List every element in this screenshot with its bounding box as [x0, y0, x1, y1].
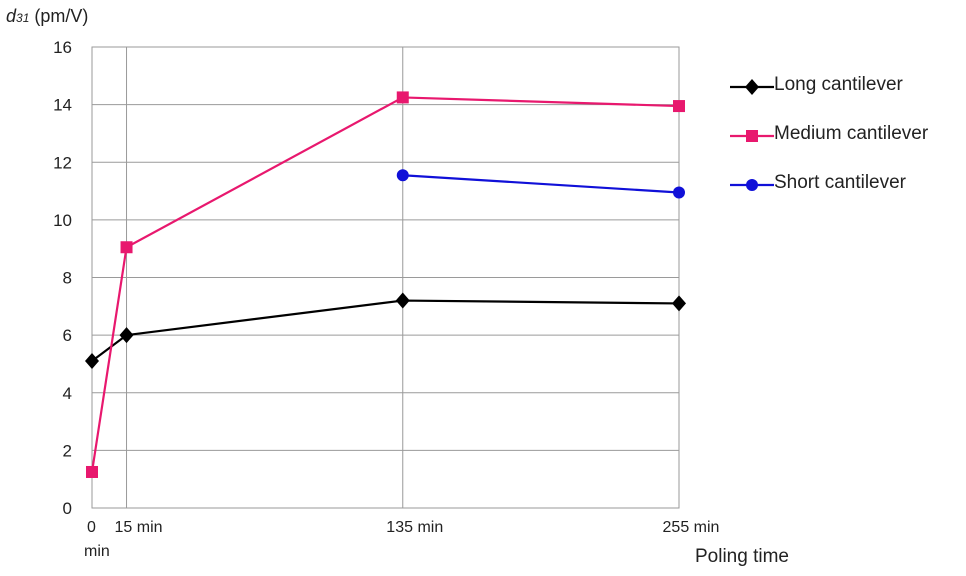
legend-swatch-long-cantilever: [730, 79, 774, 95]
y-tick-label: 16: [53, 38, 72, 57]
legend-label: Long cantilever: [774, 74, 903, 95]
legend-marker: [746, 179, 758, 191]
legend-marker: [746, 130, 758, 142]
long-cantilever-point: [395, 292, 410, 309]
y-tick-label: 12: [53, 153, 72, 172]
long-cantilever-point: [672, 295, 686, 312]
medium-cantilever-point: [86, 465, 98, 478]
legend-swatch-short-cantilever: [730, 179, 774, 191]
x-tick-label: 0: [87, 519, 96, 536]
y-tick-label: 2: [63, 441, 72, 460]
medium-cantilever-point: [120, 241, 133, 254]
y-tick-label: 6: [63, 326, 72, 345]
legend-swatch-medium-cantilever: [730, 130, 774, 142]
x-tick-label: 135 min: [386, 519, 443, 536]
legend-label: Short cantilever: [774, 172, 907, 193]
long-cantilever-point: [119, 327, 134, 344]
x-tick-label: min: [84, 543, 110, 560]
short-cantilever-line: [402, 174, 680, 194]
x-tick-label: 15 min: [115, 519, 163, 536]
medium-cantilever-point: [396, 91, 409, 104]
long-cantilever-point: [85, 353, 99, 370]
y-axis-unit: (pm/V): [29, 6, 89, 26]
y-tick-label: 4: [63, 384, 72, 403]
medium-cantilever-point: [673, 100, 685, 113]
y-axis-subscript: 31: [16, 11, 30, 25]
medium-cantilever-line: [90, 96, 680, 473]
y-tick-label: 10: [53, 211, 72, 230]
short-cantilever-point: [673, 186, 685, 199]
long-cantilever-line: [91, 299, 680, 362]
x-tick-label: 255 min: [663, 519, 720, 536]
legend-marker: [745, 79, 759, 95]
y-tick-label: 0: [63, 499, 72, 518]
y-tick-label: 14: [53, 96, 72, 115]
y-tick-label: 8: [63, 269, 72, 288]
legend-label: Medium cantilever: [774, 123, 929, 144]
x-axis-label: Poling time: [695, 546, 789, 567]
y-axis-symbol: d: [6, 6, 17, 26]
short-cantilever-point: [396, 169, 409, 182]
y-axis-label: d31 (pm/V): [6, 6, 88, 27]
